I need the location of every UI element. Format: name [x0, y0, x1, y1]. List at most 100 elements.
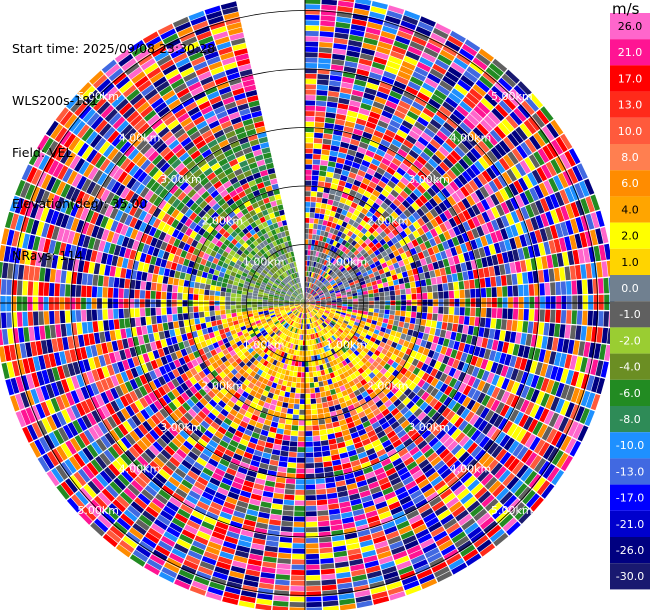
gate-cell [317, 337, 321, 343]
gate-cell [427, 452, 439, 463]
gate-cell [469, 316, 475, 326]
gate-cell [398, 260, 405, 267]
gate-cell [368, 364, 376, 372]
gate-cell [215, 374, 223, 383]
gate-cell [166, 501, 179, 512]
gate-cell [424, 201, 434, 211]
gate-cell [481, 170, 492, 183]
gate-cell [399, 384, 408, 393]
gate-cell [371, 135, 382, 144]
gate-cell [415, 260, 422, 268]
gate-cell [253, 449, 263, 457]
gate-cell [358, 141, 369, 150]
gate-cell [38, 355, 46, 370]
gate-cell [220, 314, 227, 320]
gate-cell [176, 335, 183, 343]
gate-cell [278, 356, 283, 362]
gate-cell [328, 85, 340, 92]
gate-cell [40, 340, 48, 355]
gate-cell [352, 309, 358, 313]
gate-cell [270, 508, 283, 515]
gate-cell [242, 524, 255, 532]
gate-cell [494, 329, 501, 340]
gate-cell [321, 335, 326, 342]
gate-cell [349, 558, 364, 566]
gate-cell [142, 420, 153, 432]
gate-cell [120, 371, 129, 383]
gate-cell [542, 145, 554, 161]
gate-cell [323, 328, 328, 334]
gate-cell [312, 310, 316, 315]
gate-cell [233, 391, 241, 400]
gate-cell [189, 385, 198, 395]
gate-cell [297, 447, 305, 453]
gate-cell [77, 360, 86, 374]
gate-cell [135, 545, 151, 558]
gate-cell [305, 303, 308, 308]
gate-cell [312, 267, 315, 273]
gate-cell [278, 338, 283, 344]
gate-cell [360, 242, 368, 249]
gate-cell [190, 432, 200, 442]
gate-cell [210, 453, 221, 463]
gate-cell [318, 58, 331, 64]
gate-cell [290, 314, 295, 319]
gate-cell [215, 521, 229, 530]
gate-cell [324, 466, 334, 473]
gate-cell [316, 229, 321, 236]
gate-cell [314, 122, 325, 128]
gate-cell [291, 332, 295, 338]
gate-cell [512, 249, 520, 262]
gate-cell [305, 303, 309, 307]
gate-cell [467, 270, 474, 280]
gate-cell [108, 352, 117, 364]
gate-cell [191, 580, 208, 591]
gate-cell [42, 453, 55, 470]
gate-cell [373, 249, 381, 256]
gate-cell [323, 340, 328, 346]
gate-cell [371, 61, 386, 71]
gate-cell [398, 278, 405, 285]
gate-cell [334, 195, 341, 202]
gate-cell [305, 299, 309, 303]
gate-cell [125, 531, 141, 545]
gate-cell [193, 312, 200, 319]
gate-cell [522, 272, 529, 284]
gate-cell [306, 282, 309, 288]
gate-cell [434, 150, 446, 161]
gate-cell [309, 345, 313, 351]
gate-cell [289, 343, 294, 349]
gate-cell [372, 360, 379, 368]
gate-cell [546, 122, 559, 139]
gate-cell [544, 410, 555, 425]
gate-cell [315, 287, 320, 292]
gate-cell [324, 281, 330, 286]
gate-cell [335, 357, 342, 364]
gate-cell [391, 114, 404, 124]
gate-cell [297, 306, 302, 310]
gate-cell [276, 568, 291, 575]
gate-cell [220, 356, 228, 363]
gate-cell [35, 340, 43, 356]
gate-cell [397, 148, 408, 158]
gate-cell [225, 353, 232, 360]
gate-cell [334, 404, 342, 411]
gate-cell [275, 322, 281, 327]
gate-cell [294, 505, 305, 511]
gate-cell [262, 561, 277, 569]
gate-cell [515, 370, 524, 383]
gate-cell [372, 408, 381, 417]
gate-cell [361, 234, 368, 242]
gate-cell [416, 293, 422, 300]
gate-cell [527, 172, 538, 187]
gate-cell [455, 509, 469, 522]
gate-cell [200, 434, 211, 444]
gate-cell [180, 348, 188, 357]
gate-cell [460, 186, 470, 197]
gate-cell [112, 460, 125, 473]
gate-cell [90, 522, 105, 537]
gate-cell [352, 335, 359, 341]
gate-cell [223, 404, 232, 413]
gate-cell [456, 234, 465, 245]
gate-cell [414, 436, 424, 446]
